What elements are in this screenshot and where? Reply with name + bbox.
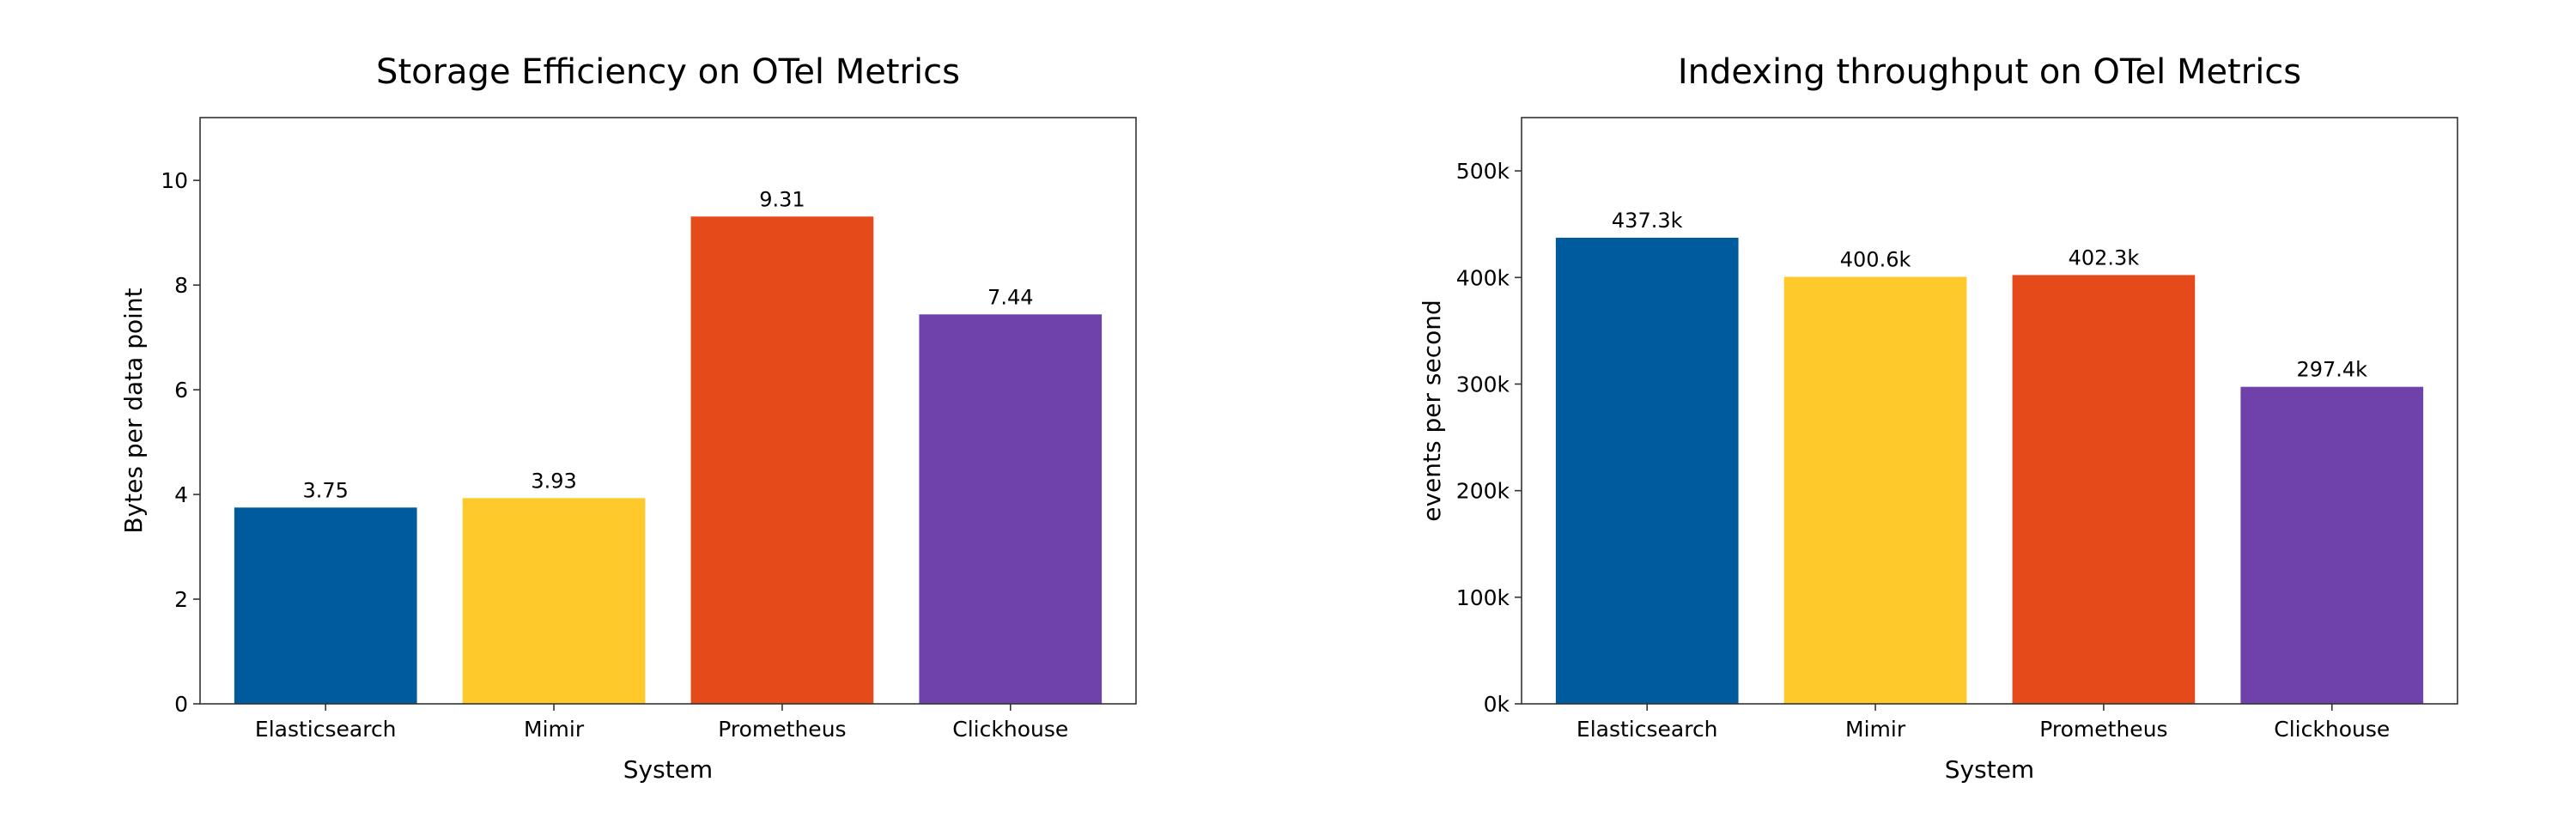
x-tick-label: Elasticsearch [1577,717,1718,742]
bar-mimir [1783,276,1967,704]
x-tick-label: Prometheus [2039,717,2167,742]
bar-value-label: 3.75 [303,478,349,502]
x-tick-label: Elasticsearch [255,717,397,742]
chart-1: Storage Efficiency on OTel Metrics 3.75 3.… [119,52,1137,784]
y-axis-label: Bytes per data point [119,288,148,533]
y-tick-label: 500k [1456,159,1510,184]
y-tick-label: 4 [174,482,188,507]
bar-value-label: 3.93 [531,469,576,493]
chart-title: Storage Efficiency on OTel Metrics [376,52,960,92]
x-axis-label: System [623,755,713,784]
y-tick-label: 8 [174,273,188,298]
axes-frame [199,117,1137,705]
x-tick-label: Mimir [524,717,585,742]
y-tick-label: 400k [1456,265,1510,290]
x-tick-label: Mimir [1845,717,1906,742]
chart-2: Indexing throughput on OTel Metrics 437.3… [1418,52,2458,784]
y-tick-label: 200k [1456,479,1510,504]
y-axis-label: events per second [1418,300,1446,522]
axes-frame [1521,117,2458,705]
chart-title: Indexing throughput on OTel Metrics [1678,52,2301,92]
bar-value-label: 297.4k [2296,358,2367,382]
bar-prometheus [690,216,874,705]
bar-value-label: 437.3k [1612,209,1683,233]
y-tick-label: 6 [174,378,188,403]
y-tick-label: 300k [1456,372,1510,397]
y-tick-label: 10 [161,168,188,193]
x-tick-label: Clickhouse [2274,717,2390,742]
x-tick-label: Prometheus [718,717,846,742]
y-tick-label: 100k [1456,585,1510,610]
bar-clickhouse [2240,386,2424,704]
bar-elasticsearch [234,507,417,704]
bar-prometheus [2012,275,2196,704]
bar-mimir [462,498,646,704]
bar-value-label: 400.6k [1840,248,1911,272]
bar-elasticsearch [1555,237,1739,705]
bar-clickhouse [919,314,1103,704]
y-tick-label: 2 [174,587,188,612]
y-tick-label: 0 [174,692,188,717]
bar-value-label: 9.31 [759,187,805,211]
x-axis-label: System [1945,755,2034,784]
bar-value-label: 402.3k [2069,245,2140,270]
x-tick-label: Clickhouse [952,717,1068,742]
y-tick-label: 0k [1484,692,1510,717]
bar-value-label: 7.44 [987,285,1033,309]
